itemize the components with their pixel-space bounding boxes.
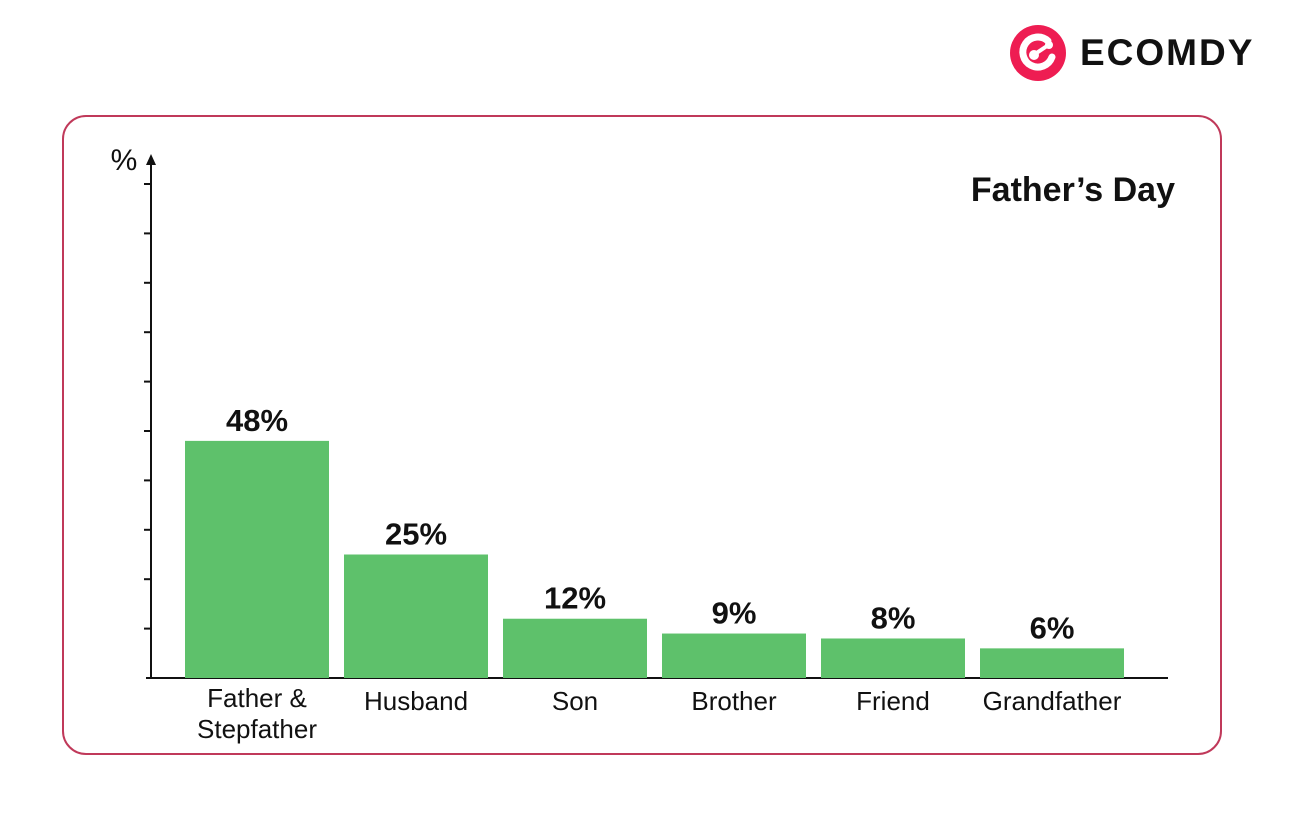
ecomdy-logo-icon [1010, 25, 1066, 81]
data-label: 12% [544, 581, 606, 616]
y-axis-label: % [111, 144, 138, 177]
category-label: Friend [856, 686, 930, 716]
category-label-line: Grandfather [983, 686, 1122, 716]
category-label-line: Husband [364, 686, 468, 716]
category-label-line: Friend [856, 686, 930, 716]
category-label-line: Stepfather [197, 714, 317, 744]
bar [344, 554, 488, 678]
category-labels: Father & Stepfather Husband Son Brother Frien… [197, 683, 1122, 744]
brand-logo: ECOMDY [1008, 22, 1268, 86]
data-label: 25% [385, 517, 447, 552]
data-label: 8% [871, 600, 916, 635]
category-label-line: Son [552, 686, 598, 716]
bar [662, 633, 806, 678]
y-axis-arrow [146, 154, 156, 165]
chart-title: Father’s Day [971, 171, 1175, 209]
category-label-line: Brother [691, 686, 777, 716]
data-labels: 48% 25% 12% 9% 8% 6% [226, 403, 1074, 645]
category-label: Brother [691, 686, 777, 716]
category-label: Grandfather [983, 686, 1122, 716]
bar [185, 440, 329, 678]
category-label: Son [552, 686, 598, 716]
data-label: 48% [226, 403, 288, 438]
data-label: 9% [712, 596, 757, 631]
category-label: Father & Stepfather [197, 683, 317, 744]
category-label-line: Father & [207, 683, 307, 713]
brand-name: ECOMDY [1080, 32, 1255, 73]
data-label: 6% [1030, 610, 1075, 645]
bar [503, 618, 647, 678]
category-label: Husband [364, 686, 468, 716]
y-axis-ticks [144, 183, 151, 630]
bar [821, 638, 965, 678]
bars [185, 440, 1124, 678]
bar [980, 648, 1124, 678]
chart-frame [62, 115, 1222, 755]
